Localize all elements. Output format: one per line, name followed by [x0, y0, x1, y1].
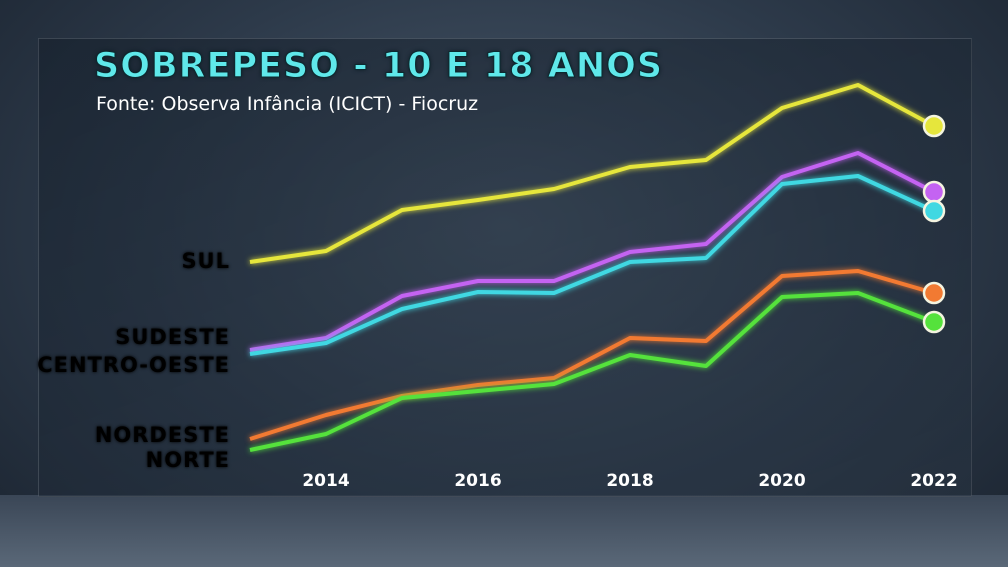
chart-title: SOBREPESO - 10 E 18 ANOS	[93, 46, 664, 87]
end-point-marker	[922, 180, 946, 204]
studio-floor	[0, 495, 1008, 567]
series-line-sul	[249, 83, 935, 264]
x-tick-label: 2014	[302, 471, 349, 491]
series-label-sudeste: SUDESTE	[115, 325, 230, 349]
series-label-sul: SUL	[181, 249, 230, 273]
series-line-centro-oeste	[249, 174, 935, 356]
end-point-marker	[922, 281, 946, 305]
series-label-norte: NORTE	[145, 448, 230, 472]
series-line-nordeste	[249, 269, 935, 441]
series-line-sudeste	[249, 151, 935, 352]
series-label-nordeste: NORDESTE	[94, 423, 230, 447]
series-label-centro-oeste: CENTRO-OESTE	[37, 353, 230, 377]
x-tick-label: 2016	[454, 471, 501, 491]
x-tick-label: 2022	[910, 471, 957, 491]
chart-subtitle: Fonte: Observa Infância (ICICT) - Fiocru…	[96, 93, 479, 115]
chart-panel	[38, 38, 972, 497]
end-point-marker	[922, 199, 946, 223]
x-tick-label: 2020	[758, 471, 805, 491]
series-line-norte	[249, 291, 935, 452]
x-tick-label: 2018	[606, 471, 653, 491]
end-point-marker	[922, 114, 946, 138]
end-point-marker	[922, 310, 946, 334]
